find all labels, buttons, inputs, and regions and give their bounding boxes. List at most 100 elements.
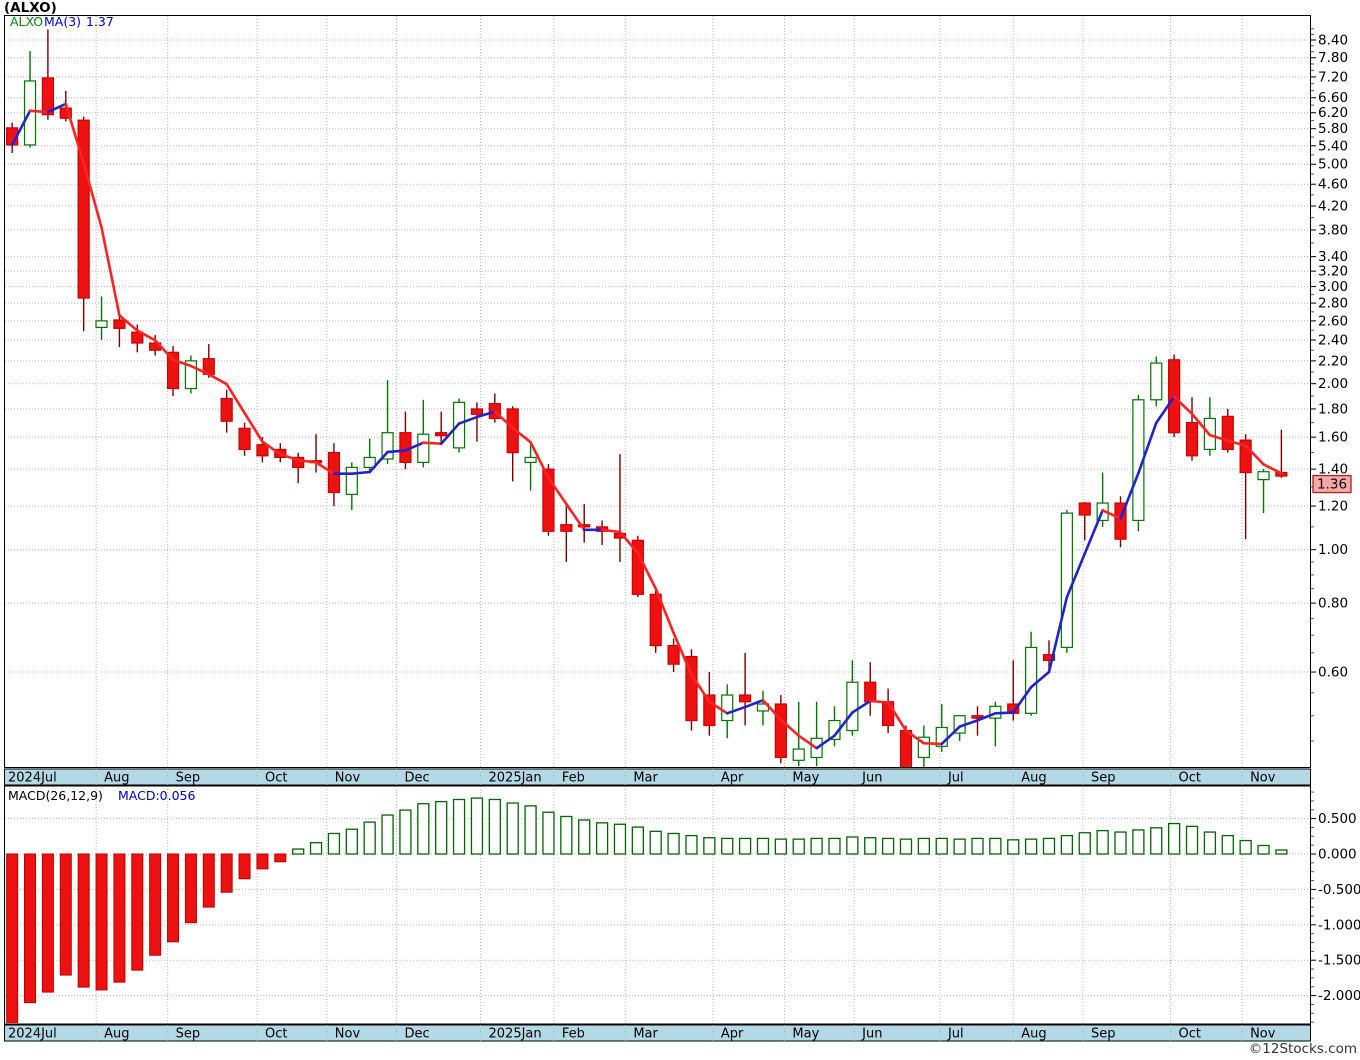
macd-bar-positive bbox=[524, 805, 537, 855]
macd-bar-positive bbox=[917, 837, 931, 855]
macd-bar-positive bbox=[631, 826, 644, 855]
macd-bar-negative bbox=[238, 853, 251, 880]
macd-bar-positive bbox=[828, 837, 841, 855]
macd-tick-label: -1.000 bbox=[1318, 917, 1360, 933]
macd-bar-negative bbox=[77, 853, 90, 988]
price-tick-label: 3.00 bbox=[1318, 279, 1348, 295]
macd-bar-positive bbox=[327, 832, 341, 855]
candle-up bbox=[23, 51, 37, 148]
macd-bar-positive bbox=[864, 837, 877, 855]
candle-up bbox=[989, 701, 1002, 747]
legend-symbol: ALXO bbox=[10, 14, 43, 29]
macd-bar-positive bbox=[846, 836, 859, 855]
macd-bar-positive bbox=[703, 837, 716, 855]
month-label: Sep bbox=[176, 1027, 201, 1042]
candle-up bbox=[524, 444, 537, 491]
macd-axis: 0.500 0.000 -0.500 -1.000 -1.500 -2.000 bbox=[1310, 791, 1360, 1023]
macd-tick-label: 0.000 bbox=[1318, 847, 1357, 863]
macd-bar-positive bbox=[1185, 825, 1199, 855]
month-label: Jul bbox=[947, 1027, 964, 1042]
candle-down bbox=[595, 520, 609, 545]
macd-bar-negative bbox=[220, 853, 233, 893]
price-tick-label: 7.80 bbox=[1318, 50, 1348, 66]
price-tick-label: 2.20 bbox=[1318, 353, 1348, 369]
macd-bar-positive bbox=[1024, 838, 1038, 855]
price-axis: 8.40 7.80 7.20 6.606.205.805.40 5.00 4.60 4.20… bbox=[1310, 28, 1348, 742]
candle-down bbox=[578, 504, 591, 543]
macd-bar-positive bbox=[309, 842, 323, 855]
macd-bar-positive bbox=[452, 798, 466, 855]
candle-down bbox=[470, 402, 484, 442]
month-label: 2024Jul bbox=[8, 1027, 57, 1042]
candle-up bbox=[1203, 397, 1216, 456]
month-label: Apr bbox=[721, 1027, 744, 1042]
candle-down bbox=[399, 411, 412, 470]
month-label: Oct bbox=[1179, 1027, 1201, 1042]
macd-bar-positive bbox=[1060, 834, 1074, 855]
candle-up bbox=[1150, 356, 1163, 407]
candle-down bbox=[113, 313, 126, 348]
month-label: 2024Jul bbox=[8, 771, 57, 786]
month-label: Nov bbox=[335, 1027, 361, 1042]
macd-bar-positive bbox=[578, 819, 591, 855]
macd-bar-positive bbox=[810, 837, 823, 855]
price-tick-label: 3.40 bbox=[1318, 249, 1348, 265]
macd-bar-positive bbox=[667, 832, 680, 855]
credit-link[interactable]: ©12Stocks.com bbox=[1249, 1041, 1357, 1057]
macd-bar-positive bbox=[1007, 839, 1020, 855]
macd-bar-positive bbox=[756, 837, 770, 855]
month-label: Sep bbox=[176, 771, 201, 786]
macd-bar-positive bbox=[649, 830, 662, 855]
month-label: 2025Jan bbox=[489, 1027, 542, 1042]
macd-bar-negative bbox=[256, 853, 269, 870]
macd-bar-negative bbox=[113, 853, 126, 983]
macd-bar-positive bbox=[381, 814, 394, 855]
candle-down bbox=[435, 411, 448, 444]
macd-bar-positive bbox=[971, 837, 984, 855]
price-legend: ALXO MA(3) 1.37 bbox=[10, 14, 114, 29]
macd-bar-negative bbox=[41, 853, 54, 993]
month-label: Feb bbox=[562, 771, 585, 786]
candle-up bbox=[1025, 631, 1038, 716]
macd-bar-positive bbox=[1257, 844, 1270, 855]
candle-up bbox=[721, 684, 734, 739]
candle-up bbox=[1257, 469, 1270, 514]
macd-tick-label: -0.500 bbox=[1318, 882, 1360, 898]
macd-bar-positive bbox=[935, 837, 948, 855]
price-tick-label: 6.20 bbox=[1318, 105, 1348, 121]
month-strip-bottom: 2024Jul Aug Sep Oct Nov Dec 2025Jan Feb Mar Apr Ma… bbox=[4, 1024, 1311, 1042]
price-tick-label: 0.60 bbox=[1318, 665, 1348, 681]
month-label: Sep bbox=[1091, 771, 1116, 786]
month-label: 2025Jan bbox=[489, 771, 542, 786]
macd-bar-positive bbox=[1042, 837, 1056, 855]
macd-bar-negative bbox=[6, 853, 19, 1023]
candle-down bbox=[864, 662, 877, 716]
price-tick-label: 5.40 bbox=[1318, 138, 1348, 154]
month-label: Nov bbox=[335, 771, 361, 786]
macd-bar-positive bbox=[881, 837, 895, 855]
month-label: Apr bbox=[721, 771, 744, 786]
price-tick-label: 1.80 bbox=[1318, 401, 1348, 417]
macd-bar-positive bbox=[435, 800, 448, 855]
macd-bar-positive bbox=[613, 823, 627, 855]
candle-down bbox=[220, 389, 233, 433]
macd-bar-positive bbox=[1221, 834, 1234, 855]
macd-bar-negative bbox=[95, 853, 108, 991]
price-tick-label: 8.40 bbox=[1318, 32, 1348, 48]
candle-down bbox=[631, 535, 644, 598]
macd-legend-params: MACD(26,12,9) bbox=[8, 788, 103, 803]
price-tick-label: 3.20 bbox=[1318, 264, 1348, 280]
macd-bar-positive bbox=[953, 838, 966, 855]
candle-up bbox=[756, 690, 770, 726]
macd-bar-positive bbox=[1275, 849, 1288, 855]
month-label: Dec bbox=[405, 771, 430, 786]
candle-up bbox=[917, 725, 930, 767]
price-gridlines bbox=[5, 39, 1310, 673]
legend-ma-value: 1.37 bbox=[86, 14, 114, 29]
month-label: May bbox=[792, 1027, 819, 1042]
candle-up bbox=[95, 296, 108, 341]
macd-bar-positive bbox=[792, 838, 805, 855]
candle-up bbox=[345, 462, 358, 511]
price-tick-label: 1.20 bbox=[1318, 499, 1348, 515]
